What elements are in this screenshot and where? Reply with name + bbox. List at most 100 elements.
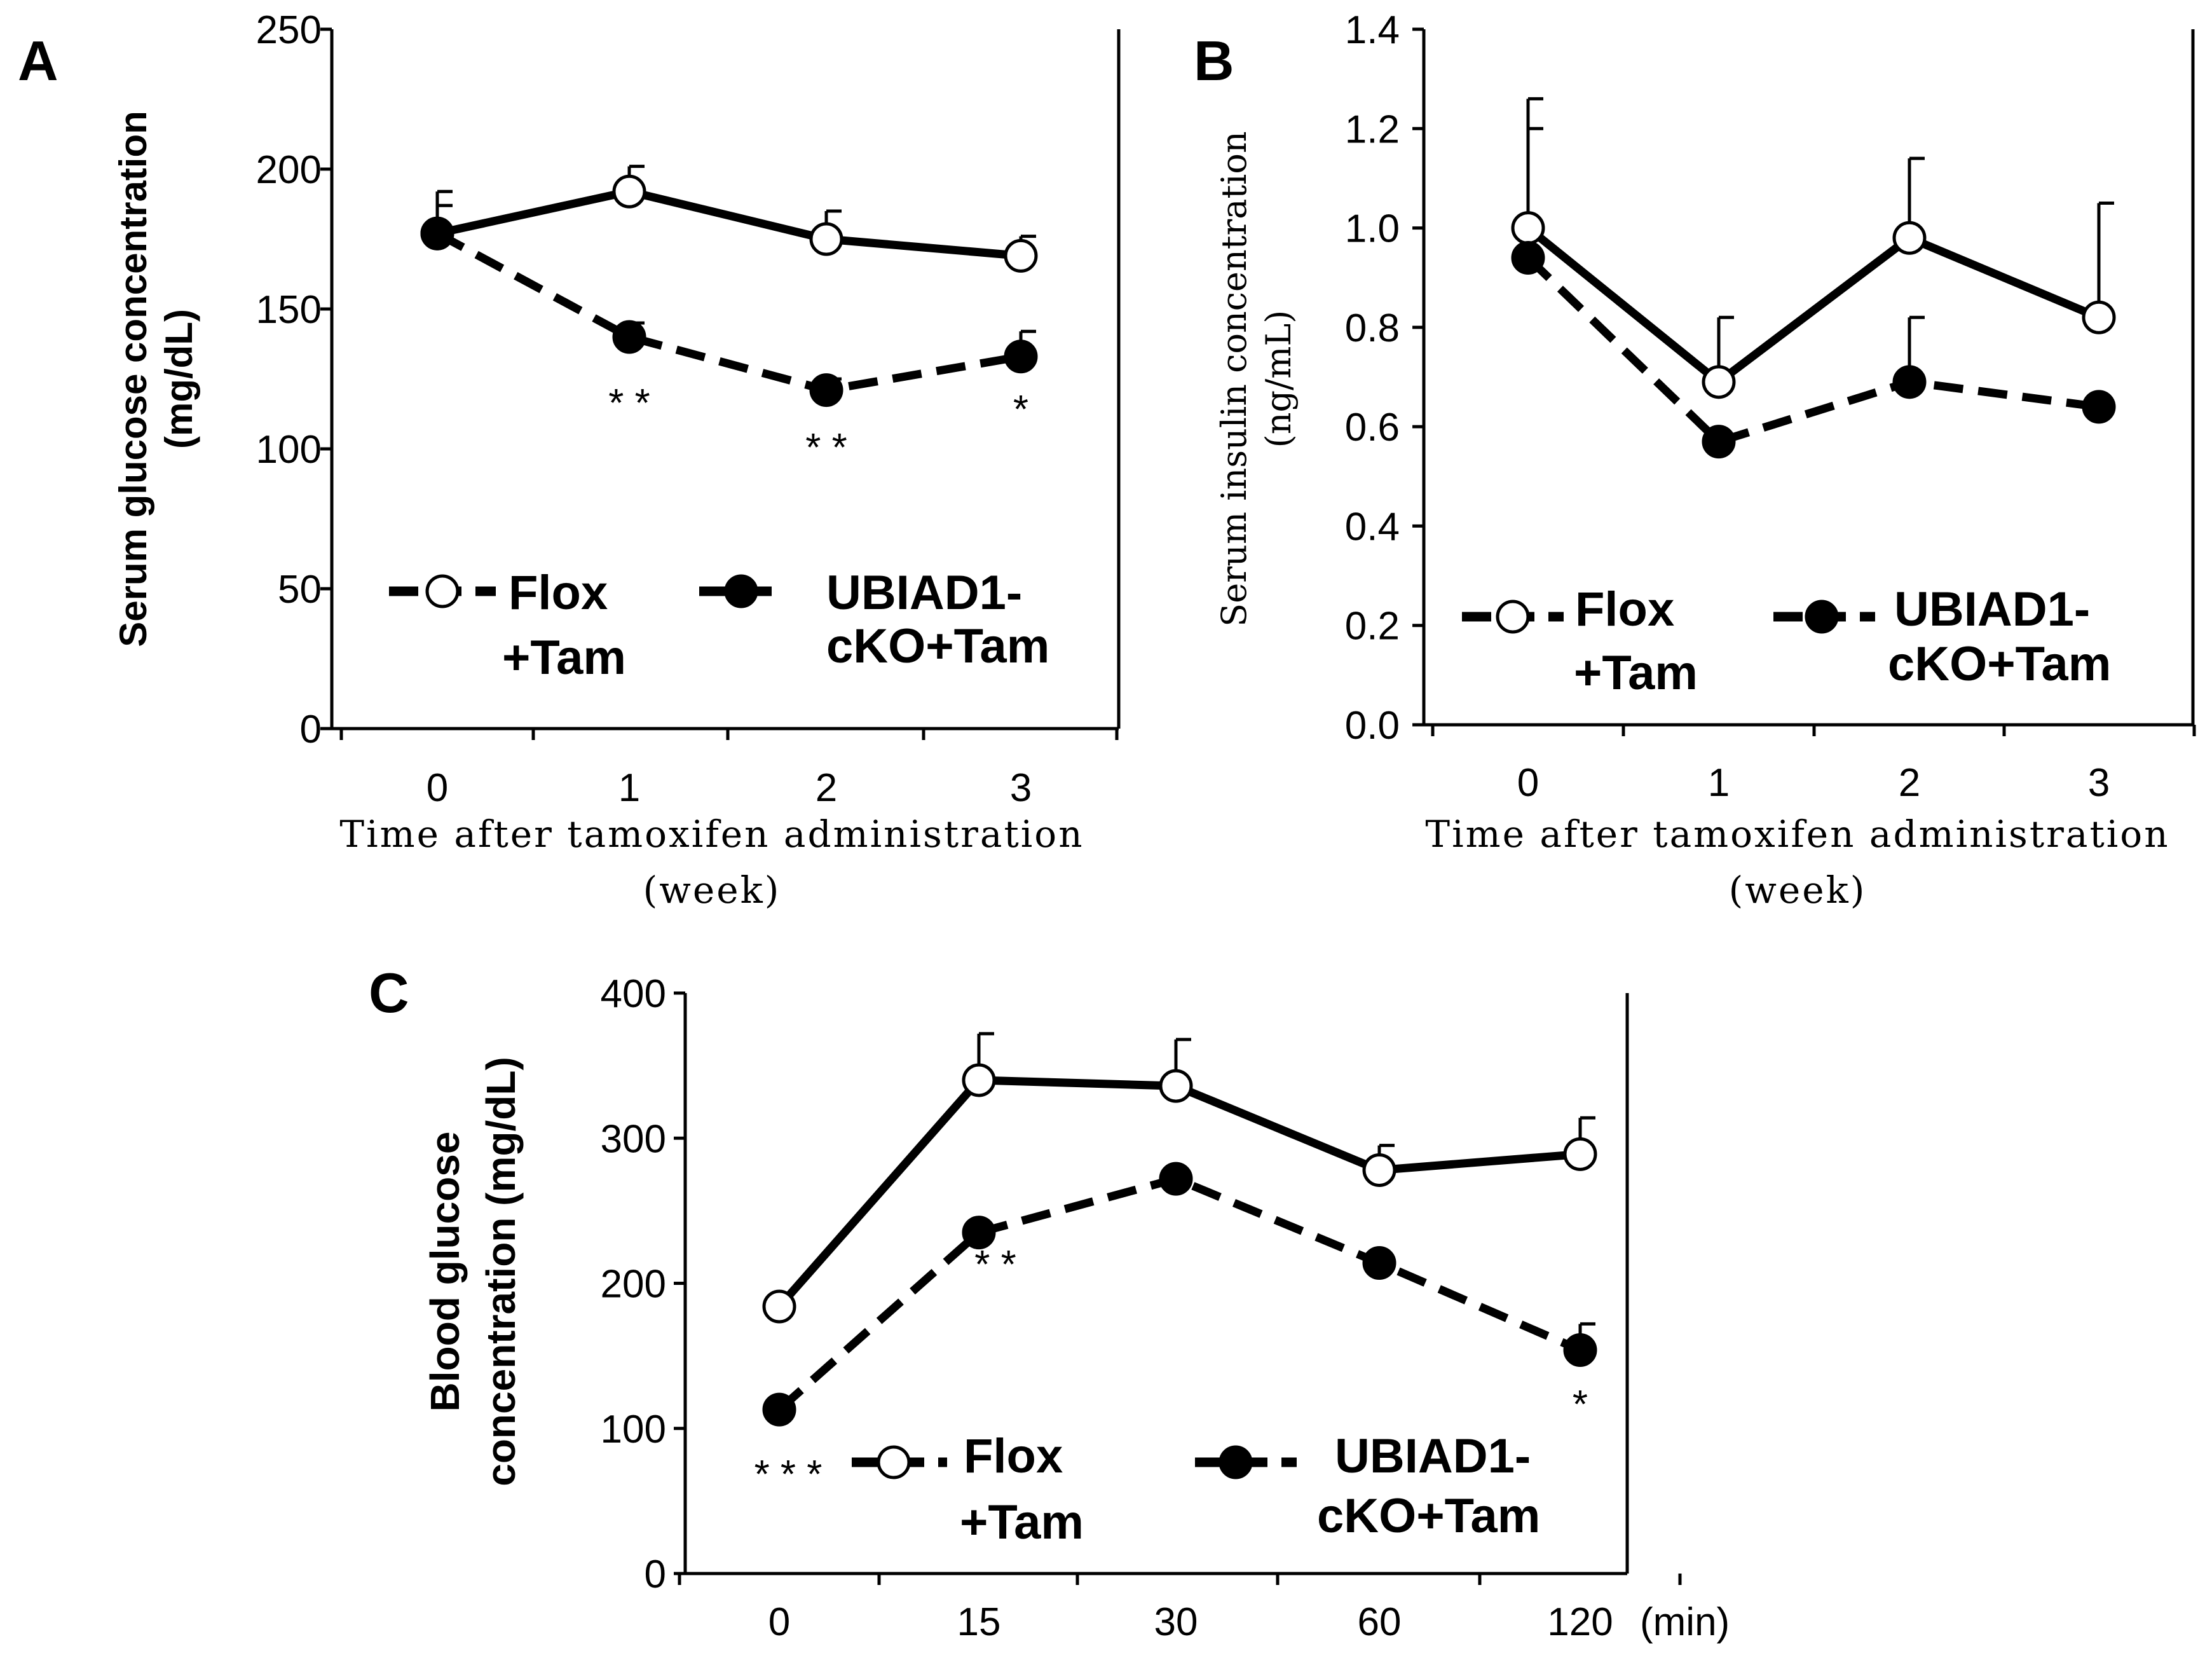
x-tick-label: 3 [2088,761,2110,805]
x-tick-label: 3 [1010,766,1032,810]
y-tick-label: 200 [256,148,322,192]
panel-c-series [762,1032,1597,1427]
data-point-series-2 [1563,1333,1597,1367]
y-tick-label: 150 [256,288,322,332]
panel-c-legend-1-line1: Flox [964,1429,1063,1483]
panel-b-legend-2-line2: cKO+Tam [1888,637,2111,691]
data-point-series-1 [762,1289,796,1324]
data-point-series-2 [2082,390,2116,424]
x-tick-label: 1 [1708,761,1730,805]
panel-c-legend-1-line2: +Tam [960,1495,1084,1549]
panel-a-frame [330,29,1121,731]
data-point-series-2 [962,1216,996,1250]
panel-c-legend-2-line1: UBIAD1- [1335,1429,1531,1483]
series-line-2 [1525,254,2099,446]
y-tick-label: 300 [601,1117,666,1161]
panel-a-y-label-line1: Serum glucose concentration [112,111,154,647]
x-tick-label: 120 [1547,1600,1613,1644]
y-tick-label: 250 [256,8,322,52]
panel-c-legend-2-line2: cKO+Tam [1317,1489,1540,1543]
panel-c: C 0 100 200 300 400 0 15 30 60 120 Blood glucose… [369,961,1730,1644]
y-tick-label: 100 [601,1408,666,1451]
panel-b-y-label-line1: Serum insulin concentration [1214,131,1254,626]
panel-letter-b: B [1194,29,1234,92]
panel-a-x-label-line2: (week) [643,868,781,912]
y-tick-label: 100 [256,428,322,472]
panel-c-x-axis: 0 15 30 60 120 [678,1574,1682,1644]
significance-marker: * * [974,1243,1016,1287]
panel-b-frame [1422,29,2195,727]
panel-c-legend: Flox +Tam UBIAD1- cKO+Tam [852,1429,1540,1549]
panel-b-legend: Flox +Tam UBIAD1- cKO+Tam [1462,582,2111,700]
x-tick-label: 2 [1899,761,1920,805]
data-point-series-1 [1892,221,1927,255]
panel-a-y-label-line2: (mg/dL) [158,309,200,449]
significance-marker: * [1013,388,1028,432]
panel-c-y-axis: 0 100 200 300 400 [601,972,685,1596]
panel-a-legend: Flox +Tam UBIAD1- cKO+Tam [389,566,1049,685]
panel-a-x-axis: 0 1 2 3 [339,729,1119,810]
data-point-series-1 [1159,1069,1193,1103]
y-tick-label: 0.4 [1345,505,1400,549]
x-tick-label: 2 [816,766,837,810]
panel-b: B 0.0 0.2 0.4 0.6 0.8 1.0 1.2 1.4 0 1 2 3 Serum in… [1194,8,2196,912]
panel-a-legend-1-line2: +Tam [502,631,626,685]
series-line-1 [436,187,1021,260]
panel-a-x-label-line1: Time after tamoxifen administration [339,813,1084,856]
panel-b-x-label-line2: (week) [1729,868,1867,912]
panel-a-legend-1-line1: Flox [509,566,608,620]
y-tick-label: 0.6 [1345,406,1400,449]
panel-a-legend-2-line1: UBIAD1- [826,566,1022,620]
y-tick-label: 1.4 [1345,8,1400,52]
y-tick-label: 200 [601,1263,666,1307]
data-point-series-2 [1004,340,1038,374]
data-point-series-2 [1892,365,1927,399]
legend-filled-circle-marker [724,574,758,608]
significance-marker: * * [608,381,650,425]
x-tick-label: 1 [618,766,640,810]
y-tick-label: 0.2 [1345,605,1400,648]
data-point-series-1 [2082,300,2116,334]
x-tick-label: 15 [957,1600,1001,1644]
legend-open-circle-marker [877,1445,911,1479]
panel-letter-a: A [18,29,58,92]
panel-a-significance: * * * * * [608,381,1028,470]
panel-c-frame [683,993,1629,1575]
data-point-series-2 [420,216,454,250]
data-point-series-1 [1563,1137,1597,1171]
panel-b-series [1511,97,2116,459]
legend-filled-circle-marker [1805,600,1839,634]
series-line-2 [776,1174,1582,1413]
panel-b-x-label-line1: Time after tamoxifen administration [1425,813,2169,856]
data-point-series-1 [1702,365,1736,399]
panel-b-legend-2-line1: UBIAD1- [1894,582,2090,636]
significance-marker: * [1573,1383,1588,1427]
data-point-series-2 [612,320,646,354]
panel-a: A 0 50 100 150 200 250 0 1 2 3 Serum glucose con… [18,8,1121,912]
panel-a-legend-2-line2: cKO+Tam [826,619,1049,673]
panel-b-x-axis: 0 1 2 3 [1431,725,2196,805]
x-tick-label: 30 [1154,1600,1198,1644]
panel-a-y-axis: 0 50 100 150 200 250 [256,8,332,751]
panel-a-series [420,165,1038,408]
y-tick-label: 1.2 [1345,107,1400,151]
panel-b-y-label-line2: (ng/mL) [1259,310,1299,448]
data-point-series-1 [962,1063,996,1097]
y-tick-label: 50 [278,568,322,612]
data-point-series-1 [809,222,843,256]
y-tick-label: 0 [300,708,322,751]
x-tick-label: 60 [1358,1600,1402,1644]
data-point-series-1 [1511,211,1545,245]
panel-b-legend-1-line1: Flox [1575,582,1674,636]
data-point-series-1 [612,174,646,209]
significance-marker: * * [805,426,847,470]
data-point-series-2 [1159,1162,1193,1196]
legend-open-circle-marker [425,574,460,608]
data-point-series-1 [1004,238,1038,273]
data-point-series-2 [1362,1246,1396,1280]
y-tick-label: 400 [601,972,666,1016]
x-tick-label: 0 [768,1600,790,1644]
significance-marker: * * * [754,1453,823,1497]
x-tick-label: 0 [427,766,448,810]
